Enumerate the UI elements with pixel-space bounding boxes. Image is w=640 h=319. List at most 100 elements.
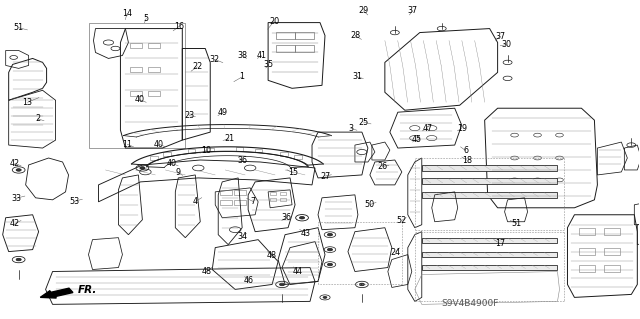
Text: 10: 10: [202, 146, 211, 155]
Bar: [604, 248, 620, 255]
Text: 42: 42: [10, 159, 20, 168]
Text: 35: 35: [264, 60, 274, 69]
FancyArrow shape: [40, 288, 73, 298]
Text: 15: 15: [288, 168, 298, 177]
Text: 38: 38: [237, 51, 247, 60]
Text: 37: 37: [408, 6, 418, 15]
Text: 52: 52: [397, 216, 407, 225]
Bar: [295, 32, 314, 39]
Text: 49: 49: [218, 108, 228, 117]
Circle shape: [16, 169, 21, 171]
Circle shape: [280, 283, 285, 286]
Bar: [220, 190, 232, 195]
Text: 17: 17: [495, 239, 505, 248]
Text: 19: 19: [457, 124, 467, 133]
Text: 45: 45: [412, 135, 422, 144]
Text: 40: 40: [154, 140, 164, 149]
Bar: [148, 43, 160, 48]
Text: 29: 29: [358, 6, 369, 15]
Text: 13: 13: [22, 98, 33, 107]
Circle shape: [359, 283, 364, 286]
Text: 42: 42: [10, 219, 20, 228]
Text: 6: 6: [463, 146, 468, 155]
Text: 30: 30: [502, 40, 511, 49]
Text: 5: 5: [144, 14, 149, 23]
Text: 46: 46: [243, 276, 253, 285]
Bar: [579, 248, 595, 255]
Bar: [604, 265, 620, 271]
Polygon shape: [422, 264, 557, 270]
Bar: [234, 190, 246, 195]
Bar: [255, 149, 262, 152]
Bar: [131, 67, 142, 72]
Text: 33: 33: [12, 194, 22, 203]
Bar: [579, 265, 595, 271]
Text: FR.: FR.: [77, 285, 97, 295]
Text: 40: 40: [167, 159, 177, 168]
Bar: [295, 46, 314, 52]
Text: 41: 41: [256, 51, 266, 60]
Text: 37: 37: [495, 32, 505, 41]
Text: 20: 20: [269, 17, 279, 26]
Text: 22: 22: [192, 62, 202, 71]
Polygon shape: [422, 192, 557, 198]
Text: 43: 43: [301, 229, 311, 238]
Text: 48: 48: [267, 251, 277, 260]
Text: 31: 31: [352, 72, 362, 81]
Text: 2: 2: [35, 114, 40, 123]
Text: 7: 7: [250, 197, 255, 206]
Circle shape: [300, 217, 305, 219]
Bar: [207, 148, 214, 152]
Text: 27: 27: [320, 172, 330, 181]
Bar: [163, 152, 171, 156]
Bar: [131, 43, 142, 48]
Text: 1: 1: [239, 72, 244, 81]
Text: S9V4B4900F: S9V4B4900F: [442, 299, 499, 308]
Text: 4: 4: [193, 197, 198, 206]
Text: 16: 16: [175, 22, 184, 31]
Bar: [280, 192, 287, 195]
Circle shape: [328, 263, 333, 266]
Polygon shape: [422, 165, 557, 171]
Bar: [188, 149, 195, 153]
Circle shape: [140, 167, 145, 169]
Circle shape: [16, 258, 21, 261]
Text: 34: 34: [237, 232, 247, 241]
Bar: [280, 152, 288, 156]
Bar: [148, 67, 160, 72]
Bar: [280, 198, 287, 201]
Text: 24: 24: [390, 248, 401, 257]
Bar: [236, 147, 243, 151]
Text: 11: 11: [122, 140, 132, 149]
Text: 21: 21: [224, 134, 234, 143]
Polygon shape: [422, 252, 557, 256]
Bar: [270, 192, 276, 195]
Bar: [276, 46, 295, 52]
Circle shape: [323, 296, 327, 298]
Bar: [294, 155, 302, 159]
Text: 44: 44: [292, 267, 303, 276]
Text: 14: 14: [122, 9, 132, 18]
Text: 23: 23: [184, 111, 194, 120]
Bar: [579, 228, 595, 235]
Text: 32: 32: [209, 55, 220, 64]
Circle shape: [328, 248, 333, 251]
Text: 3: 3: [348, 124, 353, 133]
Text: 25: 25: [358, 117, 369, 127]
Bar: [220, 200, 232, 205]
Text: 40: 40: [135, 95, 145, 104]
Text: 18: 18: [462, 156, 472, 165]
Bar: [604, 228, 620, 235]
Polygon shape: [422, 178, 557, 184]
Text: 9: 9: [175, 168, 180, 177]
Bar: [270, 198, 276, 201]
Text: 36: 36: [237, 156, 247, 165]
Text: 48: 48: [202, 267, 211, 276]
Bar: [131, 91, 142, 96]
Circle shape: [328, 234, 333, 236]
Text: 26: 26: [378, 162, 388, 171]
Bar: [148, 91, 160, 96]
Polygon shape: [422, 238, 557, 243]
Text: 51: 51: [511, 219, 522, 228]
Text: 53: 53: [69, 197, 79, 206]
